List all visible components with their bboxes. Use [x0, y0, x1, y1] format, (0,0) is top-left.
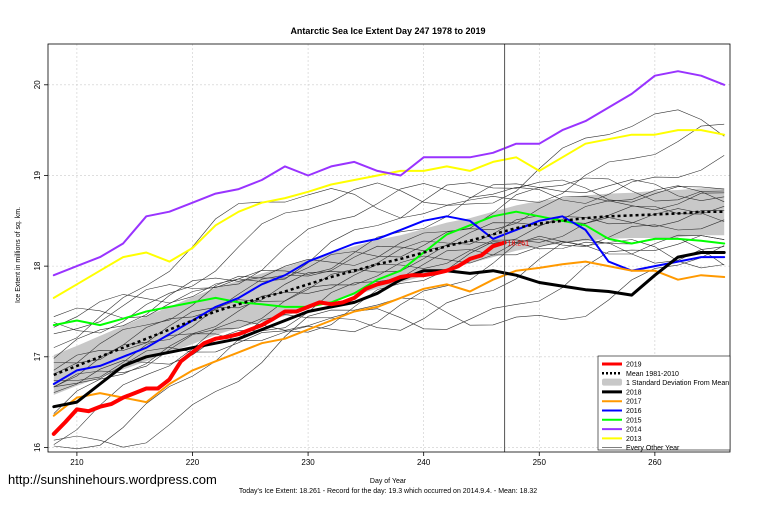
other-year-line [53, 237, 725, 445]
series-line-2015 [52, 210, 726, 327]
other-year-line [53, 192, 725, 364]
x-tick-label: 240 [417, 458, 431, 467]
footer-summary: Today's Ice Extent: 18.261 - Record for … [239, 488, 537, 495]
other-year-line [53, 179, 725, 359]
legend-swatch [602, 378, 622, 386]
legend-box [597, 355, 731, 451]
other-year-line [53, 185, 725, 375]
x-tick-label: 250 [533, 458, 547, 467]
legend-label: Mean 1981-2010 [626, 371, 679, 378]
x-tick-label: 220 [186, 458, 200, 467]
series-line-2018 [52, 251, 726, 409]
x-tick-label: 230 [301, 458, 315, 467]
legend-label: 2017 [626, 399, 642, 406]
legend-label: 2019 [626, 362, 642, 369]
std-dev-band [53, 188, 725, 395]
y-tick-label: 20 [33, 80, 42, 89]
legend-label: 2014 [626, 427, 642, 434]
source-url: http://sunshinehours.wordpress.com [8, 472, 217, 487]
legend: 2019 Mean 1981-2010 1 Standard Deviation F… [597, 355, 731, 452]
legend-label: 2018 [626, 389, 642, 396]
y-axis-label: Ice Extent in millions of sq. km. [15, 207, 22, 303]
series-line-2017 [52, 260, 726, 417]
chart-title: Antarctic Sea Ice Extent Day 247 1978 to… [290, 26, 485, 36]
y-tick-label: 19 [33, 171, 42, 180]
y-tick-label: 16 [33, 443, 42, 452]
mean-line [53, 210, 725, 377]
y-tick-label: 18 [33, 261, 42, 270]
std-dev-band-area [53, 188, 725, 395]
series-line-2019 [51, 240, 507, 436]
other-year-line [53, 208, 725, 388]
y-tick-label: 17 [33, 352, 42, 361]
x-tick-label: 210 [70, 458, 84, 467]
legend-label: 1 Standard Deviation From Mean [626, 380, 729, 387]
other-year-line [53, 205, 725, 371]
other-year-line [53, 155, 725, 319]
x-axis-label: Day of Year [370, 478, 407, 485]
other-year-line [53, 235, 725, 414]
legend-label: 2015 [626, 417, 642, 424]
other-years-lines [53, 109, 725, 450]
other-year-line [53, 179, 725, 328]
other-year-line [53, 109, 725, 348]
current-value-label: 18.261 [508, 241, 530, 248]
mean-line-path [53, 210, 725, 377]
series-line-2016 [52, 215, 726, 385]
x-tick-label: 260 [648, 458, 662, 467]
legend-label: Every Other Year [626, 445, 680, 452]
highlight-series: 18.261 [51, 70, 726, 436]
legend-label: 2016 [626, 408, 642, 415]
plot-frame [47, 43, 731, 453]
legend-label: 2013 [626, 436, 642, 443]
series-line-2014 [52, 70, 726, 277]
axes: 210 220 230 240 250 260 16 17 18 19 20 [33, 43, 731, 467]
other-year-line [53, 123, 725, 334]
